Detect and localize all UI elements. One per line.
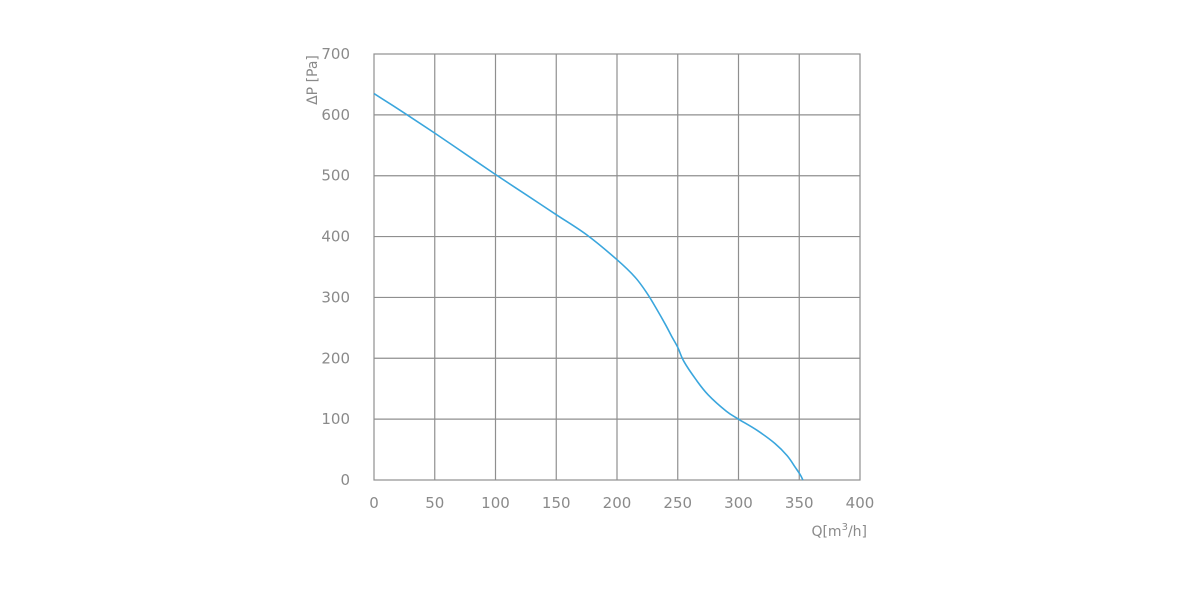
x-tick-label: 0 <box>369 494 379 512</box>
grid <box>374 54 860 480</box>
x-tick-label: 100 <box>481 494 510 512</box>
x-tick-label: 400 <box>846 494 875 512</box>
y-axis-ticks: 0 100 200 300 400 500 600 700 <box>321 45 350 489</box>
x-tick-label: 300 <box>724 494 753 512</box>
x-axis-label-superscript: 3 <box>842 522 848 533</box>
y-tick-label: 200 <box>321 349 350 367</box>
x-tick-label: 50 <box>425 494 444 512</box>
y-tick-label: 600 <box>321 106 350 124</box>
plot-frame <box>373 53 861 481</box>
y-axis-label: ΔP [Pa] <box>305 55 321 105</box>
x-tick-label: 350 <box>785 494 814 512</box>
pressure-flow-curve <box>373 92 804 481</box>
y-tick-label: 300 <box>321 288 350 306</box>
y-tick-label: 0 <box>340 471 350 489</box>
y-tick-label: 700 <box>321 45 350 63</box>
y-tick-label: 400 <box>321 228 350 246</box>
x-tick-label: 200 <box>603 494 632 512</box>
x-tick-label: 250 <box>663 494 692 512</box>
x-axis-label-main: Q[m <box>811 524 841 540</box>
y-tick-label: 500 <box>321 167 350 185</box>
x-axis-label-end: /h] <box>848 524 867 540</box>
x-axis-ticks: 0 50 100 150 200 250 300 350 400 <box>369 494 874 512</box>
y-tick-label: 100 <box>321 410 350 428</box>
x-tick-label: 150 <box>542 494 571 512</box>
x-axis-label: Q[m3/h] <box>811 522 867 540</box>
